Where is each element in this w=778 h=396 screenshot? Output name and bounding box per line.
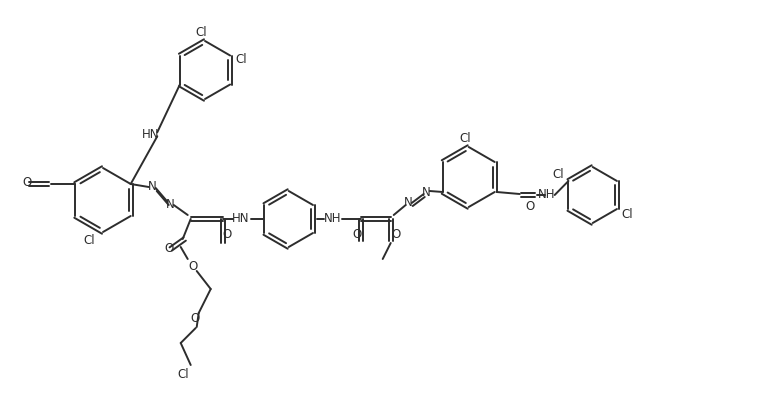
Text: Cl: Cl — [83, 234, 95, 248]
Text: O: O — [352, 228, 361, 242]
Text: Cl: Cl — [552, 169, 564, 181]
Text: N: N — [405, 196, 413, 209]
Text: O: O — [188, 261, 198, 274]
Text: O: O — [23, 177, 32, 190]
Text: O: O — [525, 200, 534, 213]
Text: O: O — [164, 242, 173, 255]
Text: Cl: Cl — [177, 369, 188, 381]
Text: N: N — [422, 185, 431, 198]
Text: O: O — [190, 312, 199, 326]
Text: HN: HN — [232, 213, 250, 225]
Text: Cl: Cl — [235, 53, 247, 66]
Text: Cl: Cl — [459, 131, 471, 145]
Text: O: O — [391, 228, 401, 242]
Text: N: N — [166, 198, 175, 211]
Text: N: N — [149, 179, 157, 192]
Text: HN: HN — [142, 128, 159, 141]
Text: Cl: Cl — [621, 209, 633, 221]
Text: NH: NH — [538, 188, 555, 202]
Text: O: O — [222, 228, 231, 242]
Text: Cl: Cl — [195, 25, 207, 38]
Text: NH: NH — [324, 213, 342, 225]
